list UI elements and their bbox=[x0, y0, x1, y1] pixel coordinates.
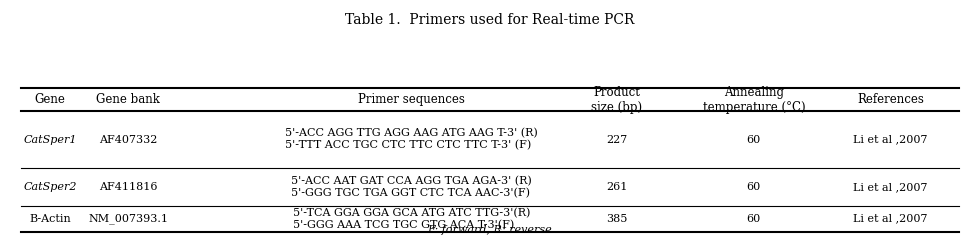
Text: Product
size (bp): Product size (bp) bbox=[592, 86, 643, 114]
Text: Primer sequences: Primer sequences bbox=[359, 93, 466, 106]
Text: 5'-TCA GGA GGA GCA ATG ATC TTG-3'(R)
5'-GGG AAA TCG TGC GTG ACA T-3'(F): 5'-TCA GGA GGA GCA ATG ATC TTG-3'(R) 5'-… bbox=[293, 207, 530, 230]
Text: CatSper1: CatSper1 bbox=[24, 135, 77, 145]
Text: Table 1.  Primers used for Real-time PCR: Table 1. Primers used for Real-time PCR bbox=[345, 13, 635, 27]
Text: 60: 60 bbox=[747, 135, 761, 145]
Text: AF407332: AF407332 bbox=[99, 135, 158, 145]
Text: 60: 60 bbox=[747, 182, 761, 192]
Text: F: forward, R: reverse: F: forward, R: reverse bbox=[427, 225, 553, 235]
Text: Gene: Gene bbox=[35, 93, 66, 106]
Text: Li et al ,2007: Li et al ,2007 bbox=[854, 182, 928, 192]
Text: Annealing
temperature (°C): Annealing temperature (°C) bbox=[703, 86, 806, 114]
Text: 60: 60 bbox=[747, 214, 761, 224]
Text: 5'-ACC AAT GAT CCA AGG TGA AGA-3' (R)
5'-GGG TGC TGA GGT CTC TCA AAC-3'(F): 5'-ACC AAT GAT CCA AGG TGA AGA-3' (R) 5'… bbox=[291, 176, 532, 198]
Text: 261: 261 bbox=[607, 182, 628, 192]
Text: NM_007393.1: NM_007393.1 bbox=[88, 213, 169, 224]
Text: References: References bbox=[858, 93, 924, 106]
Text: 5'-ACC AGG TTG AGG AAG ATG AAG T-3' (R)
5'-TTT ACC TGC CTC TTC CTC TTC T-3' (F): 5'-ACC AGG TTG AGG AAG ATG AAG T-3' (R) … bbox=[285, 128, 538, 151]
Text: AF411816: AF411816 bbox=[99, 182, 158, 192]
Text: CatSper2: CatSper2 bbox=[24, 182, 77, 192]
Text: B-Actin: B-Actin bbox=[29, 214, 72, 224]
Text: 227: 227 bbox=[607, 135, 627, 145]
Text: Gene bank: Gene bank bbox=[96, 93, 161, 106]
Text: Li et al ,2007: Li et al ,2007 bbox=[854, 135, 928, 145]
Text: Li et al ,2007: Li et al ,2007 bbox=[854, 214, 928, 224]
Text: 385: 385 bbox=[607, 214, 628, 224]
